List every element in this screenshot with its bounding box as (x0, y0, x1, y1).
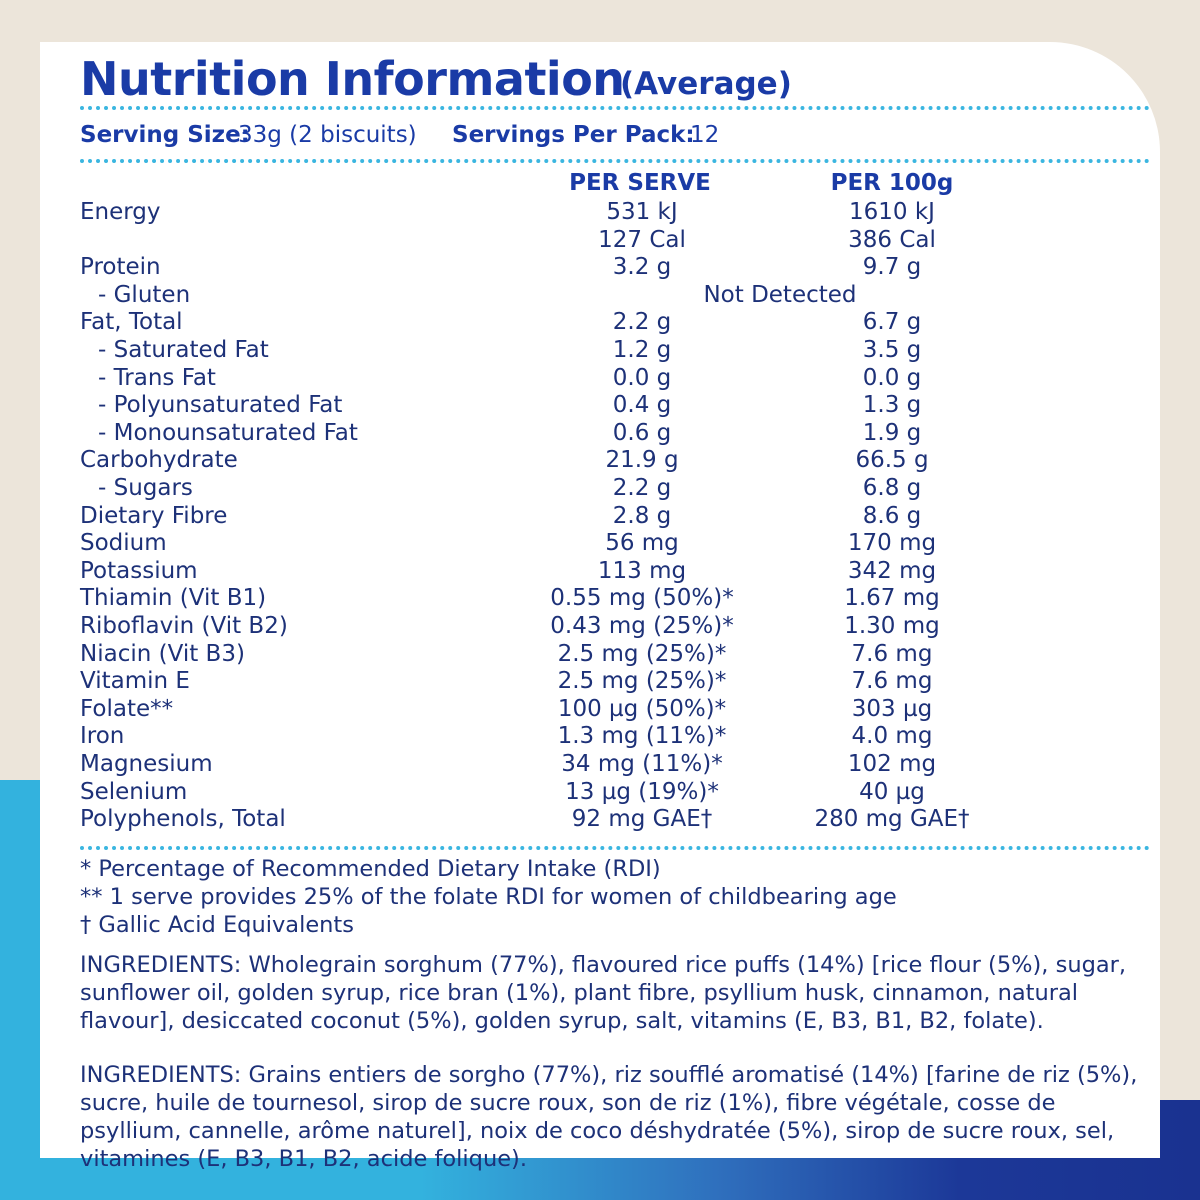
row-label: Thiamin (Vit B1) (80, 585, 267, 612)
per-serve-value: 100 µg (50%)* (557, 695, 727, 722)
per-serve-value: 2.5 mg (25%)* (557, 668, 727, 695)
per-100g-value: 9.7 g (862, 254, 922, 281)
ingredients-fr: INGREDIENTS: Grains entiers de sorgho (7… (80, 1062, 1138, 1172)
label-panel (40, 42, 1160, 1158)
column-header: PER 100g (830, 170, 954, 196)
row-label: - Saturated Fat (98, 337, 269, 363)
per-100g-value: 0.0 g (862, 364, 922, 391)
per-serve-value: 21.9 g (605, 447, 679, 474)
servings-per-pack: 12 (690, 122, 720, 148)
per-100g-value: 66.5 g (855, 447, 929, 474)
per-serve-value: 3.2 g (612, 254, 672, 281)
divider (80, 106, 1150, 110)
footnote: ** 1 serve provides 25% of the folate RD… (80, 884, 897, 910)
row-label: - Sugars (98, 475, 193, 501)
row-label: Protein (80, 254, 161, 281)
ingredients-en: INGREDIENTS: Wholegrain sorghum (77%), f… (80, 952, 1127, 1034)
per-100g-value: 3.5 g (862, 337, 922, 363)
row-label: Magnesium (80, 751, 213, 777)
per-serve-value: 127 Cal (598, 226, 686, 253)
per-serve-value: 92 mg GAE† (571, 806, 713, 833)
per-100g-value: 1.30 mg (844, 613, 940, 639)
per-100g-value: 1.9 g (862, 419, 922, 446)
row-label: - Polyunsaturated Fat (98, 392, 343, 419)
divider (80, 159, 1150, 163)
column-header: PER SERVE (569, 170, 711, 196)
per-100g-value: 1610 kJ (849, 199, 935, 225)
divider (80, 846, 1150, 850)
per-100g-value: 40 µg (859, 778, 925, 805)
per-100g-value: 1.67 mg (844, 585, 940, 612)
background-edge (1160, 780, 1200, 1100)
per-serve-value: 13 µg (19%)* (565, 778, 719, 805)
per-serve-value: 1.2 g (612, 337, 672, 363)
per-100g-value: 386 Cal (848, 226, 936, 253)
row-label: Vitamin E (80, 668, 190, 695)
row-label: Fat, Total (80, 309, 183, 336)
row-label: - Gluten (98, 281, 191, 308)
per-100g-value: 1.3 g (862, 392, 922, 419)
per-serve-value: 0.43 mg (25%)* (550, 613, 734, 639)
per-100g-value: 6.7 g (862, 309, 922, 336)
per-serve-value: 0.0 g (612, 364, 672, 391)
per-100g-value: 342 mg (847, 557, 937, 584)
per-serve-value: 0.6 g (612, 419, 672, 446)
servings-label: Servings Per Pack: (452, 122, 695, 148)
row-label: Dietary Fibre (80, 502, 228, 529)
per-serve-value: 2.2 g (612, 309, 672, 336)
row-label: - Monounsaturated Fat (98, 419, 358, 446)
title: Nutrition Information (80, 52, 625, 106)
footnote: * Percentage of Recommended Dietary Inta… (80, 856, 661, 882)
row-label: Riboflavin (Vit B2) (80, 613, 288, 639)
per-serve-value: 0.55 mg (50%)* (550, 585, 734, 612)
per-100g-value: 6.8 g (862, 475, 922, 501)
row-label: Selenium (80, 778, 188, 805)
per-serve-value: 2.8 g (612, 502, 672, 529)
per-100g-value: 102 mg (847, 751, 937, 777)
per-100g-value: 8.6 g (862, 502, 922, 529)
row-label: - Trans Fat (98, 364, 216, 391)
row-label: Iron (80, 723, 125, 750)
per-100g-value: 170 mg (847, 530, 937, 557)
per-serve-value: 1.3 mg (11%)* (557, 723, 727, 750)
per-serve-value: 113 mg (597, 557, 687, 584)
row-label: Folate** (80, 695, 174, 722)
per-100g-value: 7.6 mg (851, 668, 933, 695)
per-serve-value: 2.2 g (612, 475, 672, 501)
row-label: Sodium (80, 530, 167, 557)
per-serve-value: 0.4 g (612, 392, 672, 419)
per-serve-value: 531 kJ (606, 199, 678, 225)
per-100g-value: 303 µg (851, 695, 933, 722)
row-label: Polyphenols, Total (80, 806, 286, 833)
serving-size-label: Serving Size: (80, 122, 250, 148)
per-serve-value: 56 mg (605, 530, 679, 557)
subtitle: (Average) (620, 66, 792, 102)
footnote: † Gallic Acid Equivalents (80, 912, 354, 938)
row-label: Niacin (Vit B3) (80, 640, 245, 667)
per-100g-value: 4.0 mg (851, 723, 933, 750)
row-label: Energy (80, 199, 161, 225)
row-value: Not Detected (703, 281, 857, 308)
row-label: Carbohydrate (80, 447, 238, 474)
serving-size: 33g (2 biscuits) (238, 122, 417, 148)
per-serve-value: 2.5 mg (25%)* (557, 640, 727, 667)
per-serve-value: 34 mg (11%)* (561, 751, 723, 777)
row-label: Potassium (80, 557, 198, 584)
per-100g-value: 280 mg GAE† (814, 806, 970, 833)
per-100g-value: 7.6 mg (851, 640, 933, 667)
